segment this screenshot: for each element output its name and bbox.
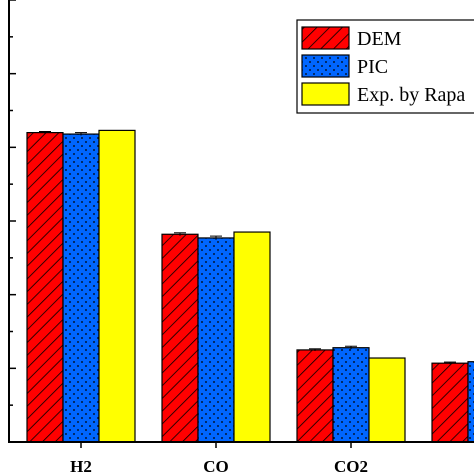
legend-label-pic: PIC bbox=[357, 56, 388, 78]
bar-dem-c bbox=[431, 362, 469, 443]
error-bar bbox=[210, 235, 222, 240]
bar-exp-by-rapa-co bbox=[233, 231, 271, 443]
legend-swatch-exp-by-rapa bbox=[301, 82, 350, 106]
bar-pic-co bbox=[197, 237, 235, 443]
legend-swatch-pic bbox=[301, 54, 350, 78]
bar-dem-co bbox=[161, 233, 199, 443]
bar-pic-h2 bbox=[62, 133, 100, 443]
error-bar bbox=[444, 361, 456, 365]
bar-dem-co2 bbox=[296, 349, 334, 443]
x-tick-label: CO2 bbox=[334, 457, 368, 474]
legend: DEM PIC Exp. by Rapa bbox=[296, 19, 474, 114]
bar-exp-by-rapa-h2 bbox=[98, 129, 136, 443]
y-ticks-group bbox=[9, 0, 16, 443]
x-tick-label: CO bbox=[203, 457, 229, 474]
legend-label-dem: DEM bbox=[357, 28, 402, 50]
x-ticks-group: H2COCO2C bbox=[70, 442, 368, 474]
bar-pic-c bbox=[467, 361, 474, 443]
legend-label-exp-by-rapa: Exp. by Rapa bbox=[357, 84, 465, 106]
error-bar bbox=[174, 232, 186, 236]
bar-exp-by-rapa-co2 bbox=[368, 357, 406, 443]
bar-pic-co2 bbox=[332, 347, 370, 443]
error-bar bbox=[75, 132, 87, 136]
bars-group bbox=[26, 129, 474, 443]
legend-swatch-dem bbox=[301, 26, 350, 50]
error-bar bbox=[345, 345, 357, 350]
bar-dem-h2 bbox=[26, 132, 64, 443]
error-bar bbox=[39, 130, 51, 134]
error-bar bbox=[309, 348, 321, 352]
x-tick-label: H2 bbox=[70, 457, 92, 474]
